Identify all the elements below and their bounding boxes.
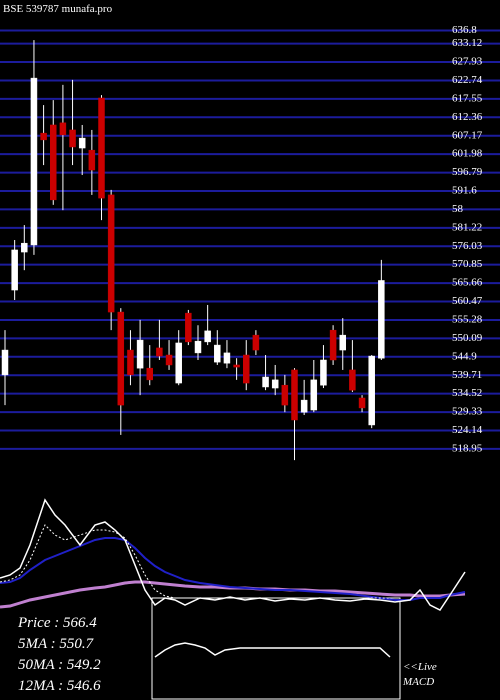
y-tick-label: 58 xyxy=(452,203,464,215)
indicator-line xyxy=(0,498,466,611)
y-tick-label: 576.03 xyxy=(452,240,483,252)
indicator-value: 12MA : 546.6 xyxy=(18,678,101,694)
y-tick-label: 601.98 xyxy=(452,148,483,160)
candle-body xyxy=(11,249,18,291)
indicator-line xyxy=(0,537,466,601)
candle-body xyxy=(291,369,298,421)
candle-body xyxy=(243,354,250,384)
macd-label: MACD xyxy=(402,676,434,688)
y-tick-label: 539.71 xyxy=(452,369,482,381)
y-tick-label: 622.74 xyxy=(452,74,483,86)
y-tick-label: 581.22 xyxy=(452,221,482,233)
candle-body xyxy=(59,122,67,136)
candle-body xyxy=(223,352,231,364)
candle-body xyxy=(88,149,96,171)
y-tick-label: 560.47 xyxy=(452,295,483,307)
candle-body xyxy=(136,339,144,369)
candle-body xyxy=(69,129,76,148)
candle-body xyxy=(156,347,163,357)
indicator-value: Price : 566.4 xyxy=(17,615,97,631)
y-tick-label: 627.93 xyxy=(452,56,483,68)
candle-body xyxy=(300,399,308,413)
candle-body xyxy=(349,369,356,391)
candle-body xyxy=(30,77,38,246)
candle-body xyxy=(358,397,366,409)
candle-body xyxy=(194,340,202,354)
y-tick-label: 636.8 xyxy=(452,24,477,36)
candle-body xyxy=(175,342,182,384)
candle-body xyxy=(1,349,9,376)
y-tick-label: 529.33 xyxy=(452,406,483,418)
y-tick-label: 544.9 xyxy=(452,350,477,362)
candle-body xyxy=(78,137,86,149)
candle-body xyxy=(146,367,153,381)
candle-body xyxy=(50,124,57,201)
candle-body xyxy=(320,359,327,386)
y-tick-label: 550.09 xyxy=(452,332,483,344)
y-tick-label: 617.55 xyxy=(452,92,483,104)
candle-body xyxy=(165,354,173,366)
candle-body xyxy=(310,379,318,411)
candle-body xyxy=(98,97,105,199)
candle-body xyxy=(368,355,375,426)
candle-body xyxy=(262,376,269,388)
y-tick-label: 534.52 xyxy=(452,387,482,399)
y-tick-label: 555.28 xyxy=(452,313,483,325)
candle-body xyxy=(233,364,240,368)
y-tick-label: 565.66 xyxy=(452,277,483,289)
candle-body xyxy=(252,334,260,351)
candle-body xyxy=(271,379,279,389)
chart-title: BSE 539787 munafa.pro xyxy=(3,3,113,15)
candle-body xyxy=(117,311,125,406)
indicator-value: 50MA : 549.2 xyxy=(18,657,101,673)
candle-body xyxy=(214,344,221,363)
candle-body xyxy=(185,312,192,343)
candle-body xyxy=(204,330,211,343)
candle-body xyxy=(339,334,346,351)
candle-body xyxy=(21,242,28,253)
y-tick-label: 596.79 xyxy=(452,166,483,178)
candle-body xyxy=(281,384,289,406)
indicator-line xyxy=(0,580,466,609)
macd-label: <<Live xyxy=(403,661,437,673)
candle-body xyxy=(107,194,115,313)
y-tick-label: 633.12 xyxy=(452,37,482,49)
candle-body xyxy=(40,132,47,141)
y-tick-label: 612.36 xyxy=(452,111,483,123)
indicator-line xyxy=(0,524,395,599)
y-tick-label: 607.17 xyxy=(452,129,483,141)
y-tick-label: 518.95 xyxy=(452,442,483,454)
candle-body xyxy=(127,349,134,376)
candle-body xyxy=(329,329,337,361)
y-tick-label: 570.85 xyxy=(452,258,483,270)
candle-body xyxy=(378,280,385,359)
indicator-line xyxy=(154,642,391,658)
y-tick-label: 591.6 xyxy=(452,185,477,197)
y-tick-label: 524.14 xyxy=(452,424,483,436)
indicator-value: 5MA : 550.7 xyxy=(18,636,95,652)
